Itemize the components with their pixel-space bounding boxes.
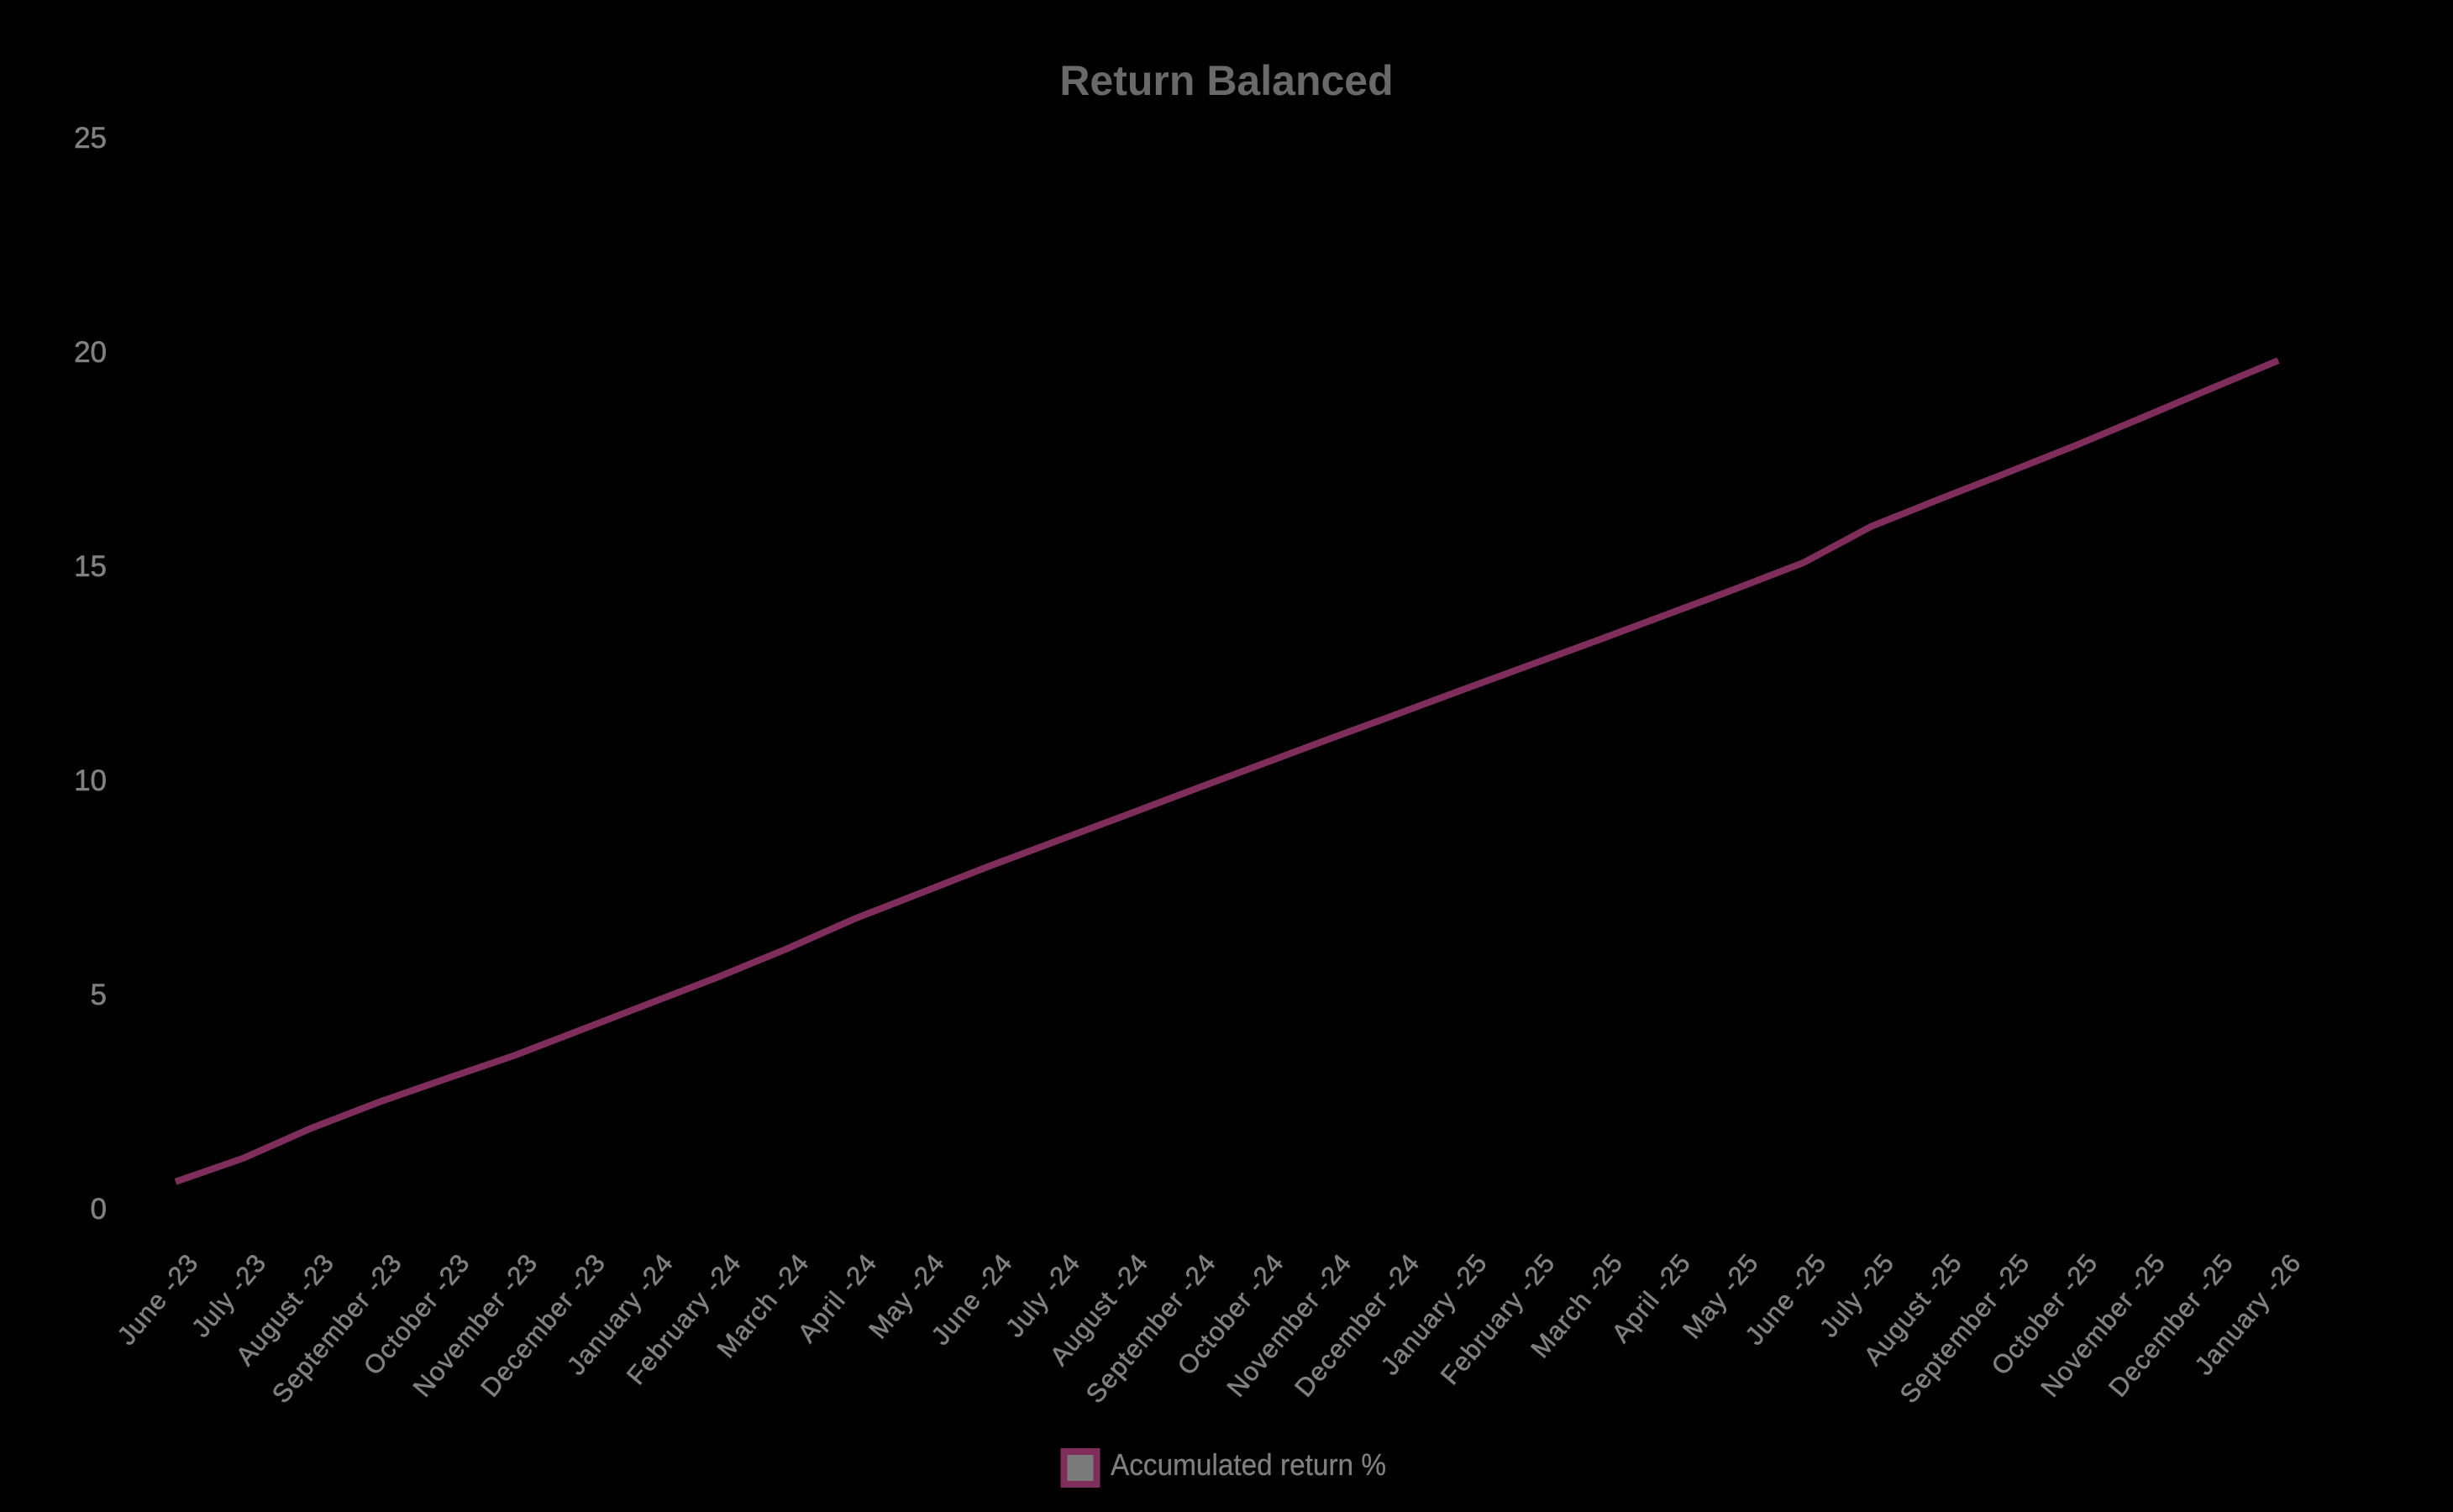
svg-text:25: 25: [74, 122, 107, 155]
svg-text:Return Balanced: Return Balanced: [1059, 57, 1393, 104]
svg-text:5: 5: [91, 979, 107, 1011]
svg-text:10: 10: [74, 764, 107, 797]
svg-text:15: 15: [74, 550, 107, 583]
svg-text:20: 20: [74, 336, 107, 369]
svg-text:0: 0: [91, 1193, 107, 1226]
svg-text:Accumulated return %: Accumulated return %: [1111, 1447, 1386, 1482]
